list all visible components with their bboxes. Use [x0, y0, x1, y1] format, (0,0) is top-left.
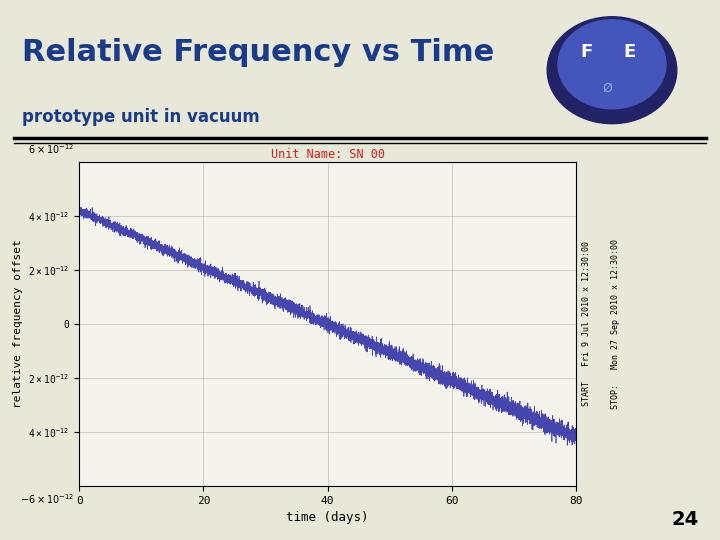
Text: START   Fri 9 Jul 2010 x 12:30:00: START Fri 9 Jul 2010 x 12:30:00 [582, 241, 591, 407]
Text: Ø: Ø [603, 82, 613, 94]
Text: prototype unit in vacuum: prototype unit in vacuum [22, 108, 259, 126]
Text: $6\times10^{-12}$: $6\times10^{-12}$ [28, 141, 74, 156]
Title: Unit Name: SN 00: Unit Name: SN 00 [271, 148, 384, 161]
Text: F: F [580, 43, 593, 62]
Text: 24: 24 [671, 510, 698, 529]
Text: STOP:   Mon 27 Sep 2010 x 12:30:00: STOP: Mon 27 Sep 2010 x 12:30:00 [611, 239, 620, 409]
Ellipse shape [558, 19, 666, 109]
Y-axis label: relative frequency offset: relative frequency offset [13, 240, 23, 408]
Text: $-6\times10^{-12}$: $-6\times10^{-12}$ [19, 492, 74, 507]
Text: E: E [623, 43, 636, 62]
Ellipse shape [547, 17, 677, 124]
Text: Relative Frequency vs Time: Relative Frequency vs Time [22, 38, 494, 67]
X-axis label: time (days): time (days) [287, 511, 369, 524]
